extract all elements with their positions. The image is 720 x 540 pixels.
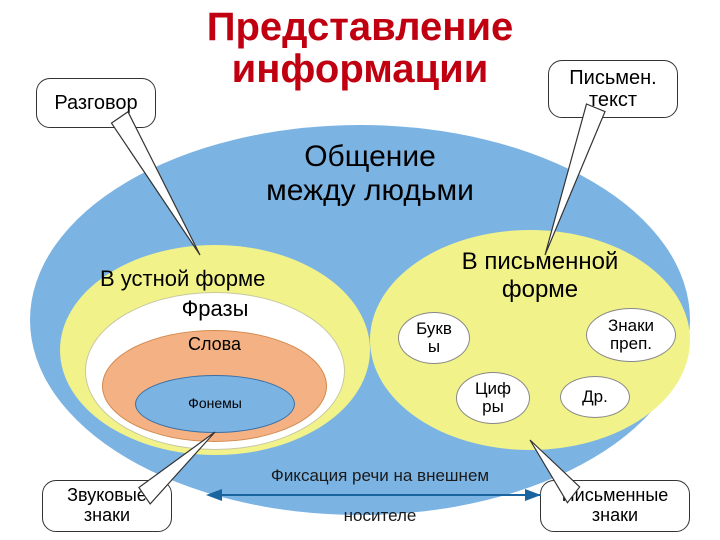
diagram-root: В устной форме Фразы Слова Фонемы В пись…: [0, 0, 720, 540]
arrow-link: [0, 0, 720, 540]
